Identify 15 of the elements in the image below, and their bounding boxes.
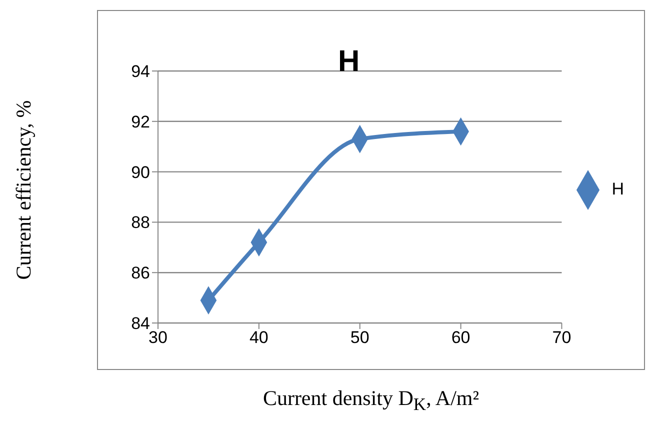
x-tick-label: 50 [350, 328, 370, 348]
x-tick-label: 30 [148, 328, 168, 348]
y-tick-label: 84 [131, 314, 150, 334]
y-tick-label: 92 [131, 112, 150, 132]
y-tick-label: 86 [131, 264, 150, 283]
x-tick-label: 60 [451, 328, 470, 348]
x-tick-label: 40 [249, 328, 268, 348]
chart-title: H [338, 45, 360, 79]
x-tick-label: 70 [552, 328, 572, 348]
y-axis-title: Current efficiency, % [12, 100, 36, 280]
y-tick-label: 88 [131, 213, 150, 232]
legend-label: H [612, 179, 624, 198]
y-tick-label: 94 [131, 62, 150, 82]
x-axis-title: Current density D$_{K}$, A/m² [262, 386, 480, 416]
y-tick-label: 90 [131, 162, 150, 182]
